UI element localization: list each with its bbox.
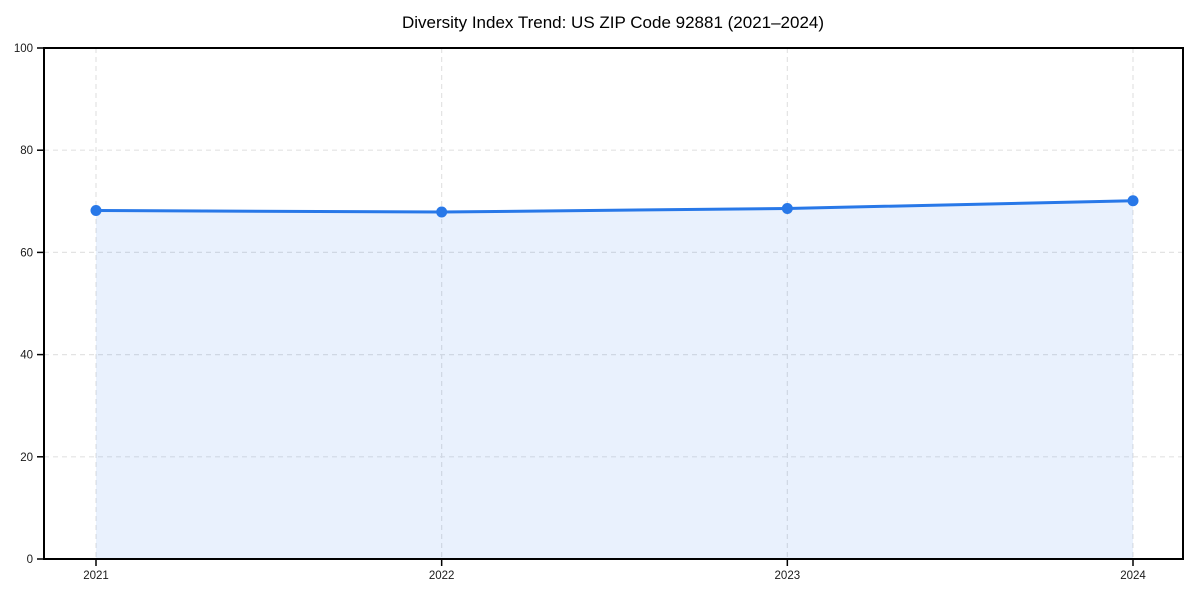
data-point — [781, 202, 793, 214]
axes-border — [43, 47, 1184, 560]
data-point — [1127, 195, 1139, 207]
y-tick-label: 60 — [20, 247, 33, 259]
y-tick-label: 40 — [20, 350, 33, 362]
y-tick-label: 80 — [20, 145, 33, 157]
y-tick-label: 20 — [20, 452, 33, 464]
x-tick-label: 2024 — [1120, 570, 1146, 582]
x-tick-label: 2021 — [83, 570, 109, 582]
data-point — [436, 206, 448, 218]
data-line — [94, 199, 1135, 214]
chart-title: Diversity Index Trend: US ZIP Code 92881… — [401, 13, 825, 32]
x-tick-label: 2022 — [429, 570, 455, 582]
y-tick-label: 100 — [14, 43, 33, 55]
data-point — [90, 204, 102, 216]
x-tick-label: 2023 — [775, 570, 801, 582]
area-fill — [96, 200, 1133, 559]
y-tick-label: 0 — [27, 554, 33, 566]
